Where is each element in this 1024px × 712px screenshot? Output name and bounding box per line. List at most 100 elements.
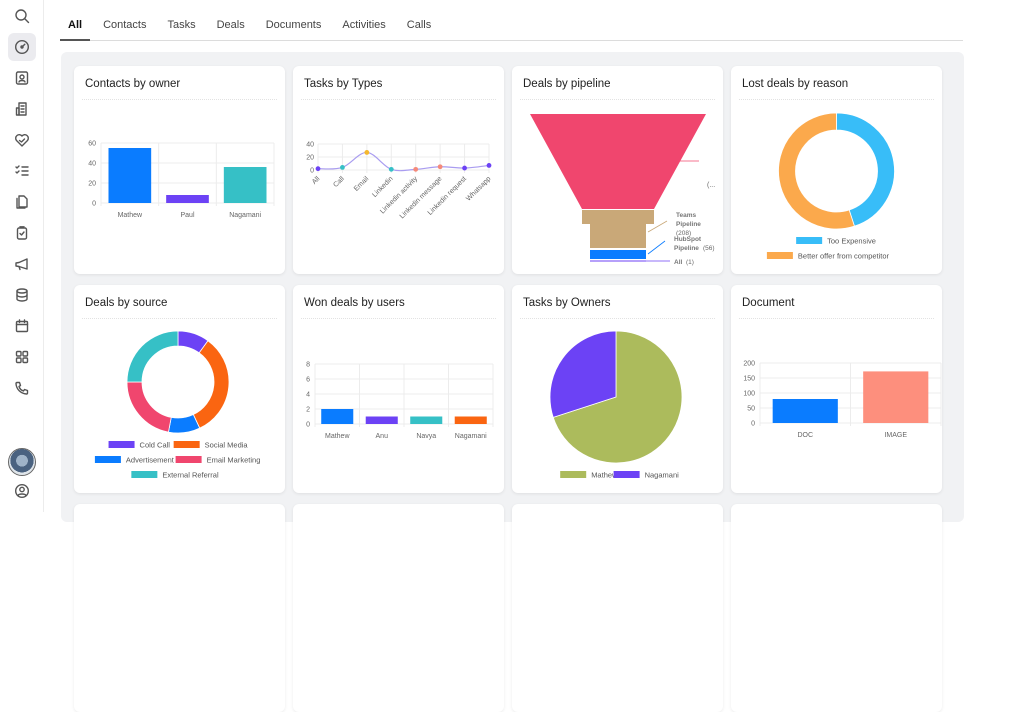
calls-icon[interactable] [8,374,36,402]
deals-icon[interactable] [8,126,36,154]
svg-text:Mathew: Mathew [591,471,618,480]
svg-text:Advertisement: Advertisement [126,456,175,465]
svg-text:(56): (56) [703,245,715,252]
divider [520,99,715,100]
dashboard-card [731,504,942,712]
svg-text:Navya: Navya [416,433,436,440]
contacts-icon[interactable] [8,64,36,92]
svg-text:Cold Call: Cold Call [140,441,171,450]
dashboard-panel: Contacts by owner 0 20 40 60 Mathew Paul Nagam… [61,52,964,712]
dashboard-card [512,504,723,712]
deals-by-pipeline-chart[interactable]: (... Teams Pipeline (208)HubSpot Pipeline (56… [512,66,723,274]
svg-text:Nagamani: Nagamani [229,212,261,219]
tab-tasks[interactable]: Tasks [167,19,196,31]
svg-text:All: All [311,175,322,186]
card-title: Document [742,297,795,309]
apps-icon[interactable] [8,343,36,371]
svg-text:50: 50 [747,406,755,413]
svg-text:0: 0 [306,422,310,429]
svg-text:Mathew: Mathew [325,433,350,440]
svg-text:Pipeline: Pipeline [674,245,699,252]
tasks-by-owners-chart[interactable]: Mathew Nagamani [512,285,723,493]
card-title: Tasks by Owners [523,297,611,309]
tab-contacts[interactable]: Contacts [103,19,147,31]
svg-text:HubSpot: HubSpot [674,236,702,243]
svg-text:Better offer from competitor: Better offer from competitor [798,252,890,261]
divider [82,318,277,319]
svg-text:Email Marketing: Email Marketing [207,456,261,465]
card-title: Deals by source [85,297,168,309]
tab-calls[interactable]: Calls [406,19,432,31]
deals-by-source-chart[interactable]: Cold Call Social Media Advertisement Email … [74,285,285,493]
card-title: Lost deals by reason [742,78,849,90]
svg-text:0: 0 [310,168,314,175]
svg-text:Call: Call [332,175,346,189]
tab-deals[interactable]: Deals [216,19,245,31]
svg-text:Teams: Teams [676,212,696,219]
dashboard-card [293,504,504,712]
svg-text:(1): (1) [686,259,694,266]
svg-text:Anu: Anu [376,433,389,440]
divider [82,99,277,100]
svg-text:150: 150 [743,376,755,383]
won-deals-by-users-card: Won deals by users 0 2 4 6 8 Mathew Anu Navya Na… [293,285,504,493]
document-card: Document 0 50 100 150 200 DOC IMAGE [731,285,942,493]
lost-deals-by-reason-chart[interactable]: Too Expensive Better offer from competito… [731,66,942,274]
svg-text:100: 100 [743,391,755,398]
svg-text:External Referral: External Referral [162,471,219,480]
companies-icon[interactable] [8,95,36,123]
svg-text:Mathew: Mathew [118,212,143,219]
tab-all[interactable]: All [60,10,91,41]
svg-text:40: 40 [306,142,314,149]
tab-documents[interactable]: Documents [265,19,322,31]
card-title: Deals by pipeline [523,78,611,90]
svg-text:40: 40 [88,161,96,168]
svg-text:20: 20 [88,181,96,188]
calendar-icon[interactable] [8,312,36,340]
svg-text:4: 4 [306,392,310,399]
svg-text:All: All [674,259,683,266]
svg-text:0: 0 [92,201,96,208]
svg-text:200: 200 [743,361,755,368]
svg-text:Linkedin message: Linkedin message [399,175,444,220]
svg-text:IMAGE: IMAGE [884,432,907,439]
tasks-icon[interactable] [8,157,36,185]
svg-text:Linkedin: Linkedin [371,175,394,198]
tasks-by-types-card: Tasks by Types 0 20 40 All Call Email Linkedin… [293,66,504,274]
dashboard-card [74,504,285,712]
activities-icon[interactable] [8,219,36,247]
divider [520,318,715,319]
divider [739,318,934,319]
svg-text:60: 60 [88,141,96,148]
card-title: Won deals by users [304,297,405,309]
svg-text:8: 8 [306,362,310,369]
card-title: Contacts by owner [85,78,181,90]
svg-text:DOC: DOC [797,432,813,439]
database-icon[interactable] [8,281,36,309]
divider [739,99,934,100]
svg-text:2: 2 [306,407,310,414]
svg-text:0: 0 [751,421,755,428]
divider [301,318,496,319]
svg-text:(208): (208) [676,230,691,237]
divider [301,99,496,100]
lost-deals-by-reason-card: Lost deals by reason Too Expensive Better… [731,66,942,274]
dashboard-icon[interactable] [8,33,36,61]
won-deals-by-users-chart[interactable]: 0 2 4 6 8 Mathew Anu Navya Nagamani [293,285,504,493]
contacts-by-owner-chart[interactable]: 0 20 40 60 Mathew Paul Nagamani [74,66,285,274]
contacts-by-owner-card: Contacts by owner 0 20 40 60 Mathew Paul Nagam… [74,66,285,274]
documents-icon[interactable] [8,188,36,216]
campaigns-icon[interactable] [8,250,36,278]
avatar[interactable] [8,448,36,476]
svg-text:(...: (... [707,182,715,189]
profile-icon[interactable] [8,477,36,505]
svg-text:Pipeline: Pipeline [676,221,701,228]
svg-text:Whatsapp: Whatsapp [465,175,492,202]
search-icon[interactable] [8,2,36,30]
svg-text:20: 20 [306,155,314,162]
tab-activities[interactable]: Activities [342,19,386,31]
deals-by-source-card: Deals by source Cold Call Social Media Adv… [74,285,285,493]
document-chart[interactable]: 0 50 100 150 200 DOC IMAGE [731,285,942,493]
card-title: Tasks by Types [304,78,383,90]
